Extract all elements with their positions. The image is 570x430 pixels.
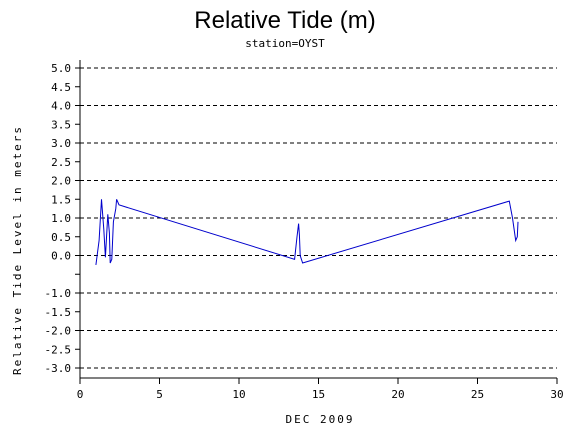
y-tick-label: -3.0	[45, 362, 72, 375]
x-tick-label: 20	[391, 388, 404, 401]
y-tick-label: 2.5	[51, 156, 71, 169]
x-axis-ticks: 0 5 10 15 20 25 30	[77, 378, 564, 401]
y-tick-label: -2.5	[45, 343, 72, 356]
y-tick-label: 4.0	[51, 100, 71, 113]
x-tick-label: 30	[550, 388, 563, 401]
y-tick-label: 1.5	[51, 193, 71, 206]
y-axis-label: Relative Tide Level in meters	[11, 125, 24, 375]
x-axis-label: DEC 2009	[286, 413, 355, 426]
grid-lines	[80, 67, 557, 369]
y-tick-label: 3.0	[51, 137, 71, 150]
y-tick-label: 5.0	[51, 62, 71, 75]
y-tick-label: 2.0	[51, 175, 71, 188]
x-tick-label: 10	[232, 388, 245, 401]
chart-subtitle: station=OYST	[245, 37, 325, 50]
y-tick-label: -1.0	[45, 287, 72, 300]
x-tick-label: 0	[77, 388, 84, 401]
y-tick-label: 3.5	[51, 118, 71, 131]
y-tick-label: 4.5	[51, 81, 71, 94]
x-tick-label: 15	[312, 388, 325, 401]
x-tick-label: 5	[156, 388, 163, 401]
chart-title: Relative Tide (m)	[194, 7, 375, 34]
x-tick-label: 25	[471, 388, 484, 401]
y-tick-label: 0.0	[51, 250, 71, 263]
series-layer	[95, 199, 519, 265]
y-tick-label: 1.0	[51, 212, 71, 225]
y-tick-label: -1.5	[45, 306, 72, 319]
y-axis-ticks: 5.0 4.5 4.0 3.5 3.0 2.5 2.0 1.5 1.0 0.5 0.0 -1.0 -1.…	[45, 62, 80, 375]
y-tick-label: 0.5	[51, 231, 71, 244]
y-tick-label: -2.0	[45, 325, 72, 338]
tide-series-line	[95, 199, 519, 265]
